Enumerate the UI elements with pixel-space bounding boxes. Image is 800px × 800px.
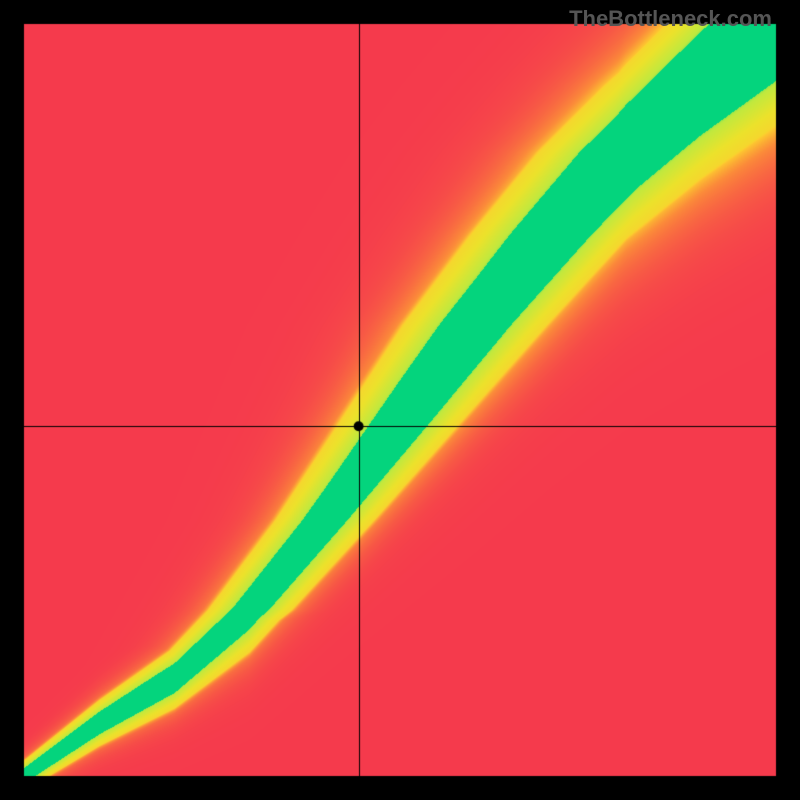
chart-container: TheBottleneck.com [0,0,800,800]
watermark-text: TheBottleneck.com [569,6,772,32]
heatmap-canvas [0,0,800,800]
